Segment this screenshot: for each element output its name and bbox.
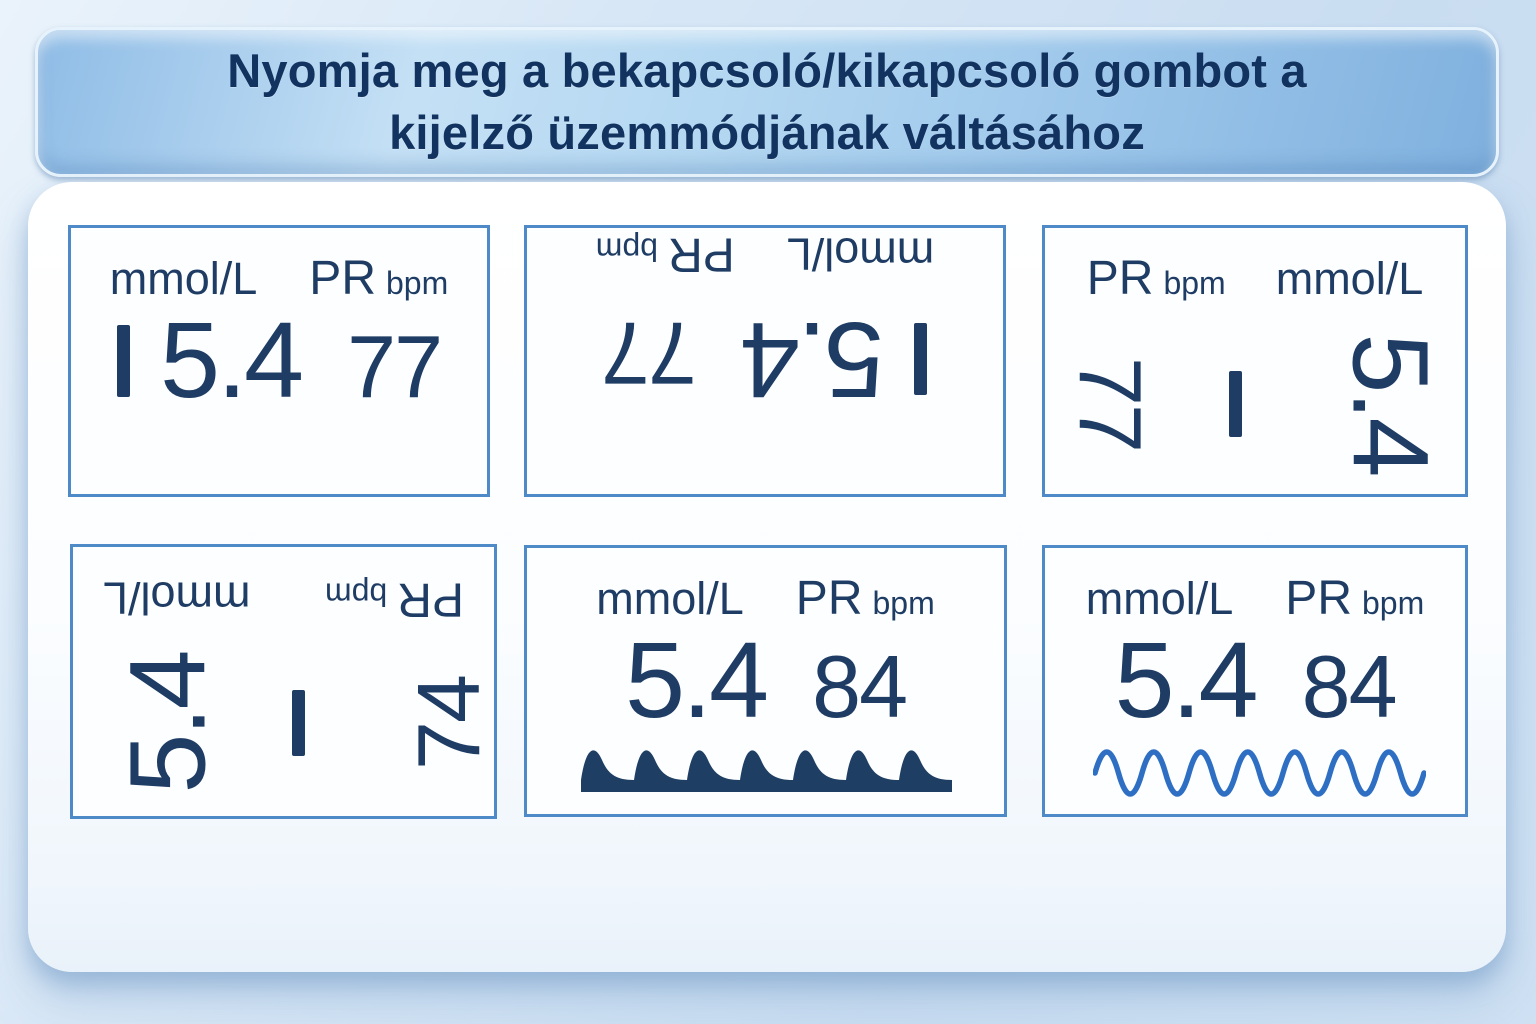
display-panel-normal: mmol/L PR bpm 5.4 77 [68,225,490,497]
glucose-value: 5.4 [624,619,769,741]
pr-label: PR [1086,252,1154,305]
pulse-waveform-line-icon [1093,749,1426,797]
panel-values: 5.4 84 [1045,626,1465,734]
panel-header: PR bpm mmol/L [1045,228,1465,304]
pulse-rate-label-group-rotated: PRbpm [325,572,465,626]
bpm-label: bpm [1163,265,1226,301]
pr-label: PR [397,572,465,626]
bpm-label: bpm [325,576,388,613]
pulse-amplitude-bar-icon [1228,370,1242,437]
display-panel-waveform-filled: mmol/L PR bpm 5.4 84 [524,545,1007,817]
panel-values: 5.4 84 [527,626,1004,734]
glucose-unit-label: mmol/L [1085,573,1234,624]
glucose-unit-label: mmol/L [786,228,935,280]
banner-title: Nyomja meg a bekapcsoló/kikapcsoló gombo… [227,40,1306,164]
display-modes-card: mmol/L PR bpm 5.4 77 mmol/L PRbpm 5.4 77 … [28,182,1506,972]
pr-label: PR [309,252,376,305]
pulse-rate-value: 77 [347,317,443,417]
pleth-waveform-filled-icon [581,750,952,792]
glucose-unit-label: mmol/L [1275,253,1424,304]
panel-values: 5.4 74 [73,635,494,810]
bpm-label: bpm [385,265,449,301]
panel-values: 5.4 77 [71,306,487,414]
glucose-unit-label: mmol/L [109,253,258,304]
pulse-amplitude-bar-icon [292,689,305,756]
pulse-rate-value-rotated: 74 [399,675,497,770]
pulse-rate-label-group: PRbpm [595,227,735,281]
pulse-rate-value: 84 [812,637,908,737]
instruction-banner: Nyomja meg a bekapcsoló/kikapcsoló gombo… [35,27,1499,177]
glucose-value: 5.4 [742,300,885,422]
bpm-label: bpm [595,231,659,268]
glucose-value: 5.4 [1114,619,1258,741]
pr-label: PR [668,227,735,281]
bpm-label: bpm [1361,585,1425,621]
glucose-value-rotated: 5.4 [107,652,229,794]
panel-values: 5.4 77 [527,300,1003,422]
bpm-label: bpm [872,585,935,621]
pulse-amplitude-bar-icon [914,323,928,396]
pr-label: PR [795,572,863,625]
banner-title-line-1: Nyomja meg a bekapcsoló/kikapcsoló gombo… [227,43,1307,97]
glucose-value-rotated: 5.4 [1330,333,1452,475]
panel-header: mmol/L PRbpm [73,547,494,626]
pulse-amplitude-bar-icon [116,325,130,398]
display-panel-rotated-180: mmol/L PRbpm 5.4 77 [524,225,1006,497]
pulse-rate-value-rotated: 77 [1060,356,1160,451]
panel-values: 77 5.4 [1045,316,1465,491]
display-panel-rotated-90-ccw: mmol/L PRbpm 5.4 74 [70,544,497,819]
panel-header: mmol/L PRbpm [527,228,1003,304]
display-panel-waveform-line: mmol/L PR bpm 5.4 84 [1042,545,1468,817]
pulse-rate-value: 77 [602,304,697,404]
banner-title-line-2: kijelző üzemmódjának váltásához [389,106,1145,159]
glucose-unit-label: mmol/L [596,573,744,624]
pulse-rate-value: 84 [1301,637,1398,737]
glucose-value: 5.4 [159,299,304,421]
pr-label: PR [1285,572,1352,625]
display-panel-rotated-90-cw: PR bpm mmol/L 77 5.4 [1042,225,1468,497]
glucose-unit-label-rotated: mmol/L [102,572,251,624]
